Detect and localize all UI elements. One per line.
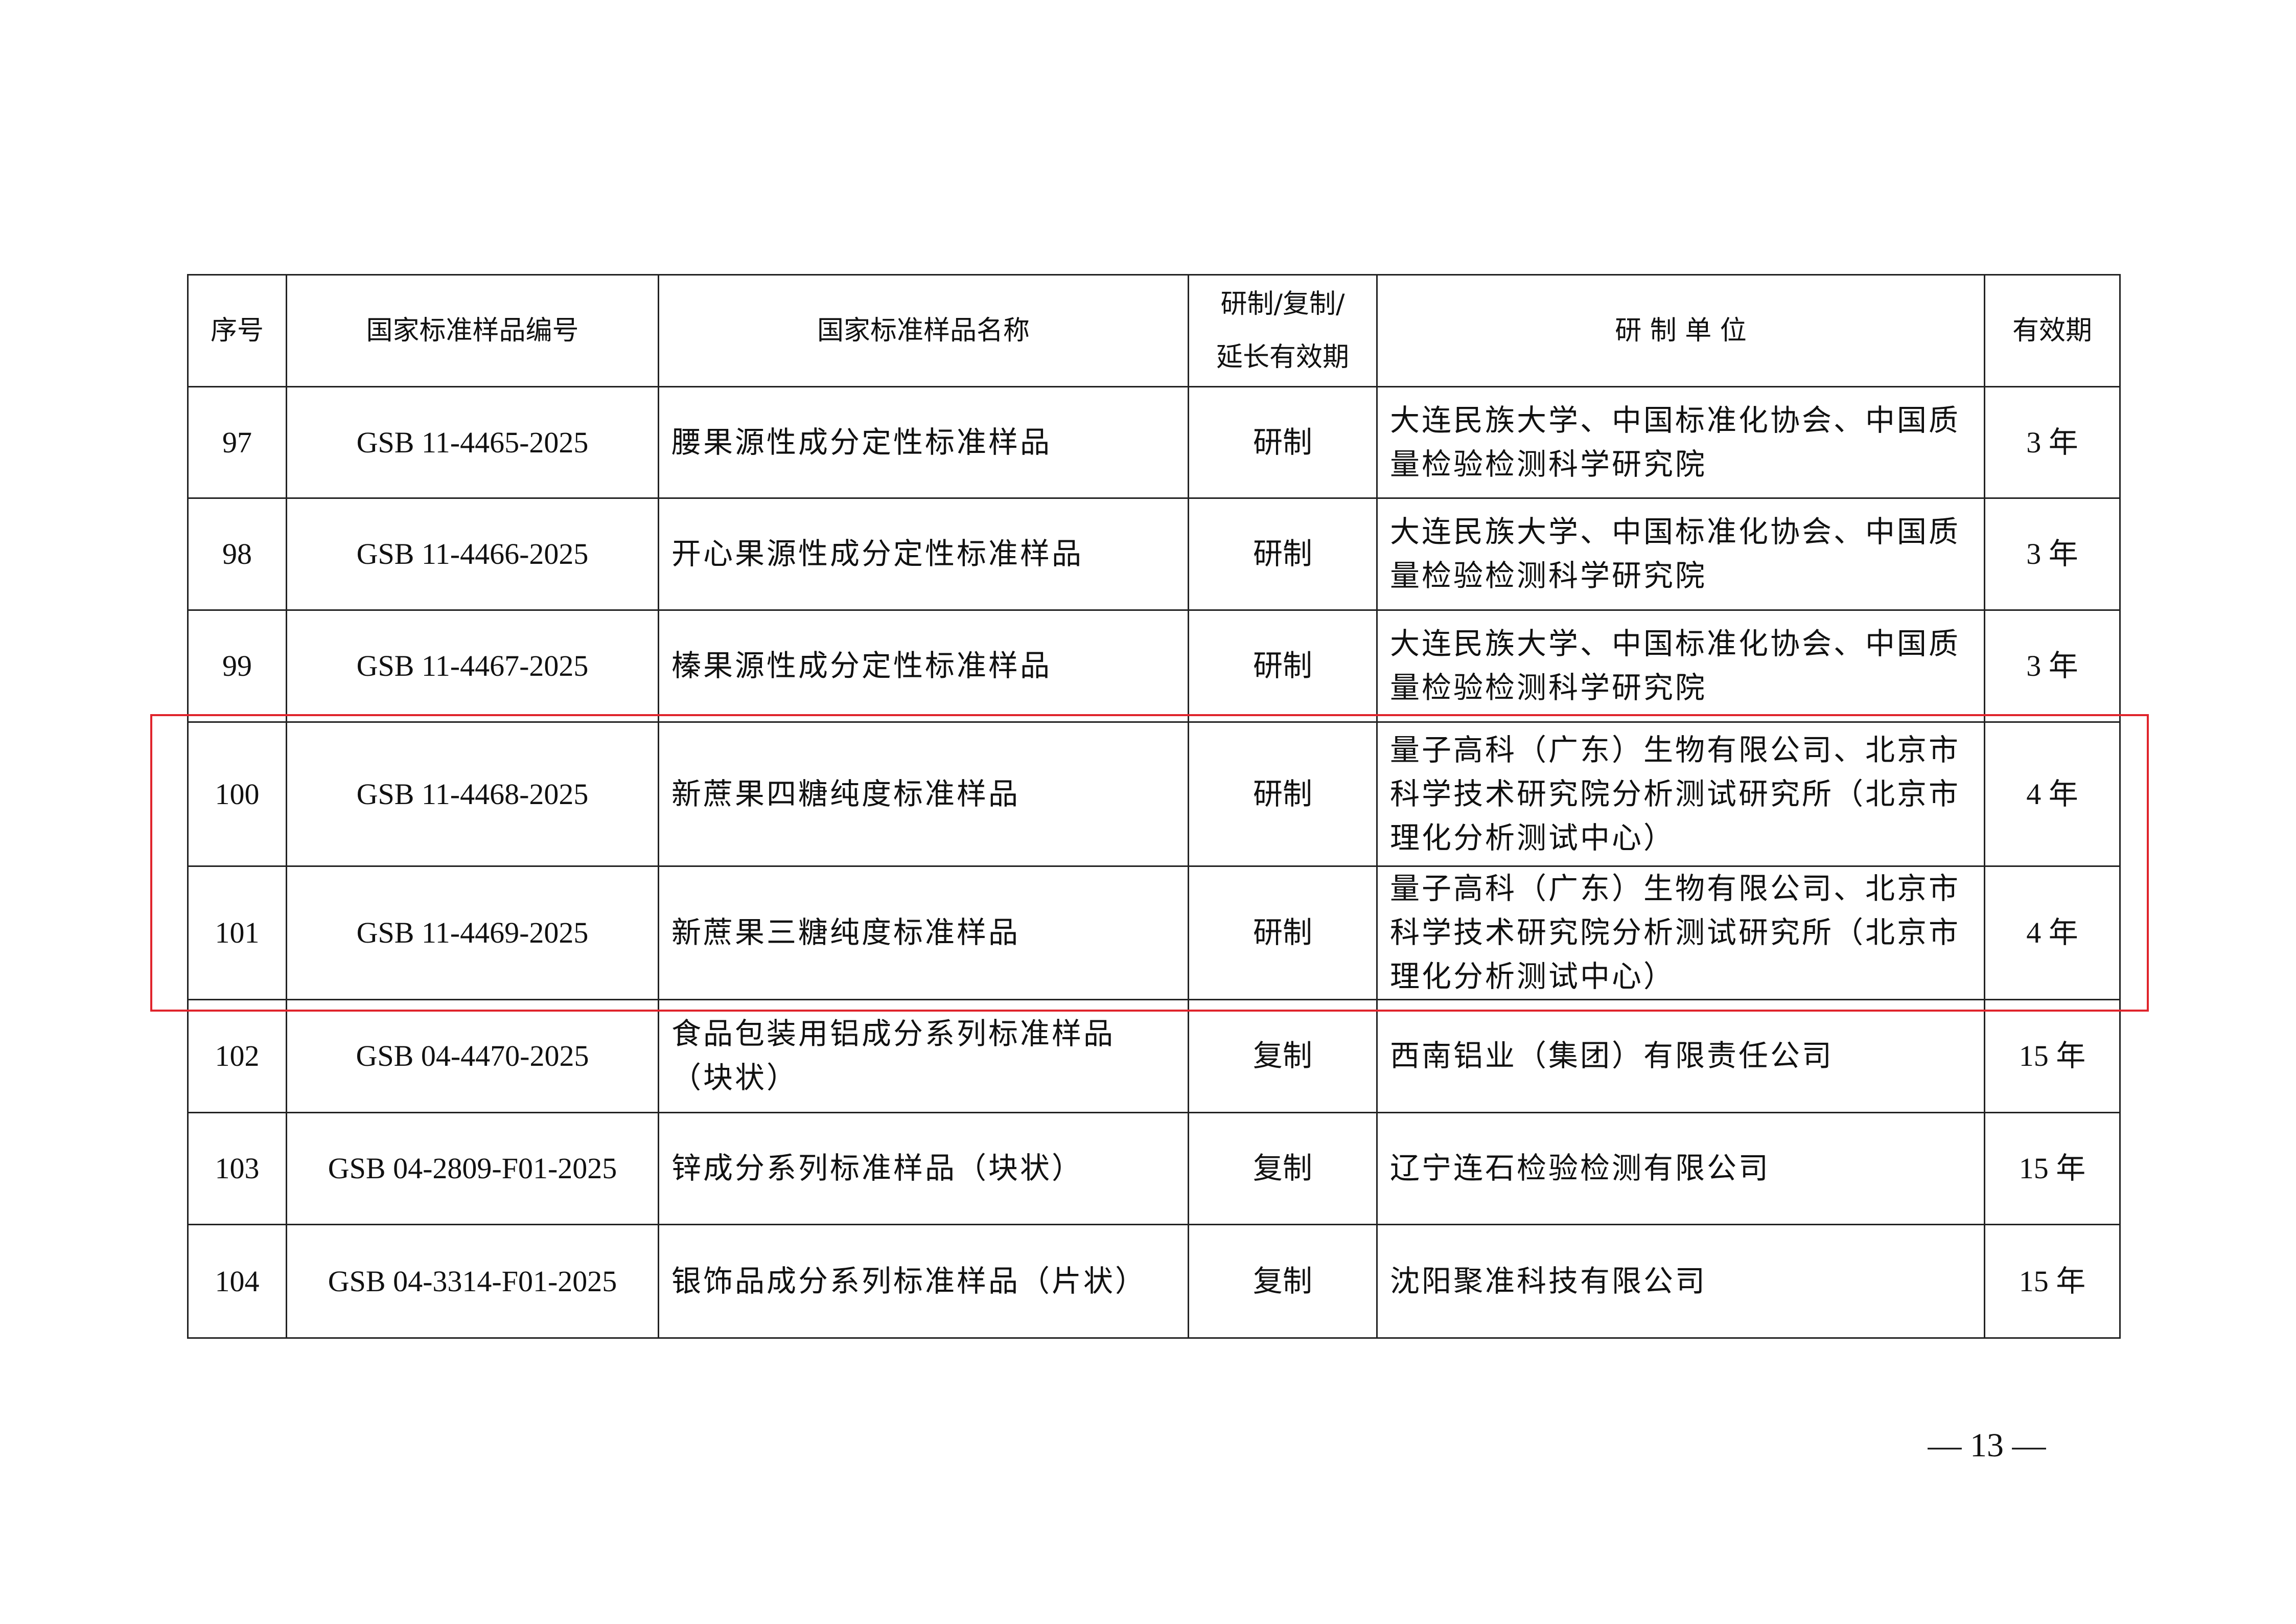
table-row: 104 GSB 04-3314-F01-2025 银饰品成分系列标准样品（片状） 复制…	[187, 1224, 2121, 1339]
row-name: 银饰品成分系列标准样品（片状）	[658, 1224, 1189, 1339]
row-type: 研制	[1188, 609, 1378, 723]
row-type: 复制	[1188, 1224, 1378, 1339]
row-no: 103	[187, 1112, 287, 1225]
row-org: 沈阳聚准科技有限公司	[1376, 1224, 1985, 1339]
table-row: 99 GSB 11-4467-2025 榛果源性成分定性标准样品 研制 大连民族大学、中…	[187, 609, 2121, 723]
row-code: GSB 11-4467-2025	[286, 609, 659, 723]
header-code: 国家标准样品编号	[286, 274, 659, 387]
row-name: 榛果源性成分定性标准样品	[658, 609, 1189, 723]
row-validity: 15 年	[1984, 1112, 2121, 1225]
row-no: 102	[187, 999, 287, 1113]
row-validity: 15 年	[1984, 999, 2121, 1113]
row-type: 研制	[1188, 721, 1378, 867]
row-no: 98	[187, 497, 287, 611]
header-type-line1: 研制/复制/	[1220, 289, 1345, 319]
row-org: 大连民族大学、中国标准化协会、中国质量检验检测科学研究院	[1376, 386, 1985, 499]
header-type-line2: 延长有效期	[1216, 342, 1349, 373]
row-code: GSB 11-4466-2025	[286, 497, 659, 611]
row-type: 复制	[1188, 1112, 1378, 1225]
row-org: 西南铝业（集团）有限责任公司	[1376, 999, 1985, 1113]
row-no: 97	[187, 386, 287, 499]
row-no: 99	[187, 609, 287, 723]
row-org: 大连民族大学、中国标准化协会、中国质量检验检测科学研究院	[1376, 497, 1985, 611]
row-validity: 3 年	[1984, 386, 2121, 499]
row-code: GSB 04-4470-2025	[286, 999, 659, 1113]
row-no: 101	[187, 865, 287, 1000]
header-name: 国家标准样品名称	[658, 274, 1189, 387]
header-type: 研制/复制/延长有效期	[1188, 274, 1378, 387]
row-org: 量子高科（广东）生物有限公司、北京市科学技术研究院分析测试研究所（北京市理化分析…	[1376, 865, 1985, 1000]
standard-samples-table: 序号 国家标准样品编号 国家标准样品名称 研制/复制/延长有效期 研 制 单 位…	[187, 274, 2121, 1339]
row-validity: 3 年	[1984, 609, 2121, 723]
table-row: 98 GSB 11-4466-2025 开心果源性成分定性标准样品 研制 大连民族大学、…	[187, 497, 2121, 611]
row-code: GSB 11-4465-2025	[286, 386, 659, 499]
row-name: 食品包装用铝成分系列标准样品（块状）	[658, 999, 1189, 1113]
row-code: GSB 11-4469-2025	[286, 865, 659, 1000]
row-org: 量子高科（广东）生物有限公司、北京市科学技术研究院分析测试研究所（北京市理化分析…	[1376, 721, 1985, 867]
row-name: 新蔗果四糖纯度标准样品	[658, 721, 1189, 867]
table-row: 97 GSB 11-4465-2025 腰果源性成分定性标准样品 研制 大连民族大学、中…	[187, 386, 2121, 499]
table-row: 103 GSB 04-2809-F01-2025 锌成分系列标准样品（块状） 复制 辽宁…	[187, 1112, 2121, 1225]
row-type: 研制	[1188, 865, 1378, 1000]
row-validity: 4 年	[1984, 865, 2121, 1000]
row-validity: 3 年	[1984, 497, 2121, 611]
header-no: 序号	[187, 274, 287, 387]
row-name: 开心果源性成分定性标准样品	[658, 497, 1189, 611]
page-number: — 13 —	[1928, 1427, 2046, 1464]
row-code: GSB 11-4468-2025	[286, 721, 659, 867]
header-org: 研 制 单 位	[1376, 274, 1985, 387]
row-name: 锌成分系列标准样品（块状）	[658, 1112, 1189, 1225]
table-header-row: 序号 国家标准样品编号 国家标准样品名称 研制/复制/延长有效期 研 制 单 位…	[187, 274, 2121, 387]
row-type: 研制	[1188, 386, 1378, 499]
row-name: 新蔗果三糖纯度标准样品	[658, 865, 1189, 1000]
header-validity: 有效期	[1984, 274, 2121, 387]
row-type: 研制	[1188, 497, 1378, 611]
row-validity: 15 年	[1984, 1224, 2121, 1339]
table-row: 100 GSB 11-4468-2025 新蔗果四糖纯度标准样品 研制 量子高科（广东）…	[187, 721, 2121, 867]
row-name: 腰果源性成分定性标准样品	[658, 386, 1189, 499]
row-org: 大连民族大学、中国标准化协会、中国质量检验检测科学研究院	[1376, 609, 1985, 723]
row-type: 复制	[1188, 999, 1378, 1113]
row-code: GSB 04-3314-F01-2025	[286, 1224, 659, 1339]
row-validity: 4 年	[1984, 721, 2121, 867]
row-no: 100	[187, 721, 287, 867]
row-code: GSB 04-2809-F01-2025	[286, 1112, 659, 1225]
row-no: 104	[187, 1224, 287, 1339]
row-org: 辽宁连石检验检测有限公司	[1376, 1112, 1985, 1225]
table-row: 101 GSB 11-4469-2025 新蔗果三糖纯度标准样品 研制 量子高科（广东）…	[187, 865, 2121, 1000]
table-row: 102 GSB 04-4470-2025 食品包装用铝成分系列标准样品（块状） 复制西…	[187, 999, 2121, 1113]
